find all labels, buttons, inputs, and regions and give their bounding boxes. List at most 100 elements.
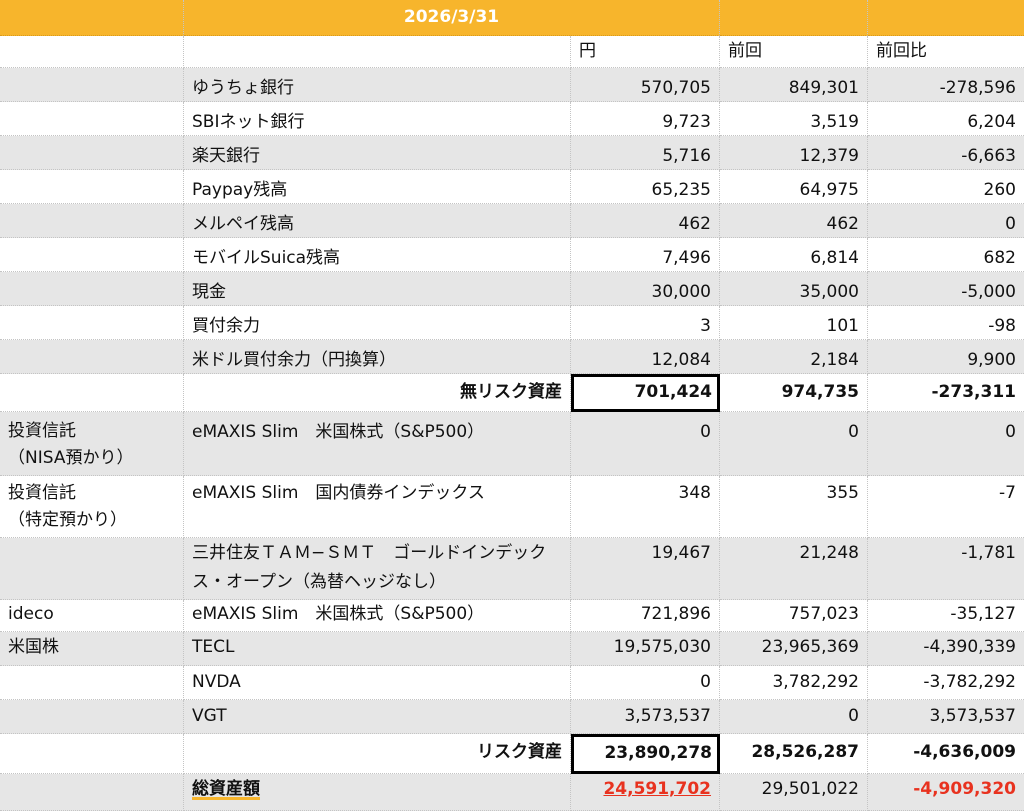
category-cell[interactable] <box>0 136 184 170</box>
name-cell[interactable]: リスク資産 <box>184 734 571 774</box>
prev-cell[interactable]: 101 <box>720 306 868 340</box>
prev-cell[interactable]: 462 <box>720 204 868 238</box>
column-header-yen[interactable]: 円 <box>571 36 720 68</box>
header-cell-date[interactable]: 2026/3/31 <box>184 0 720 36</box>
diff-cell[interactable]: -4,636,009 <box>868 734 1024 774</box>
prev-cell[interactable]: 64,975 <box>720 170 868 204</box>
prev-cell[interactable]: 355 <box>720 476 868 538</box>
yen-cell[interactable]: 3,573,537 <box>571 700 720 734</box>
name-cell[interactable]: 買付余力 <box>184 306 571 340</box>
name-cell[interactable]: メルペイ残高 <box>184 204 571 238</box>
prev-cell[interactable]: 0 <box>720 700 868 734</box>
category-cell[interactable] <box>0 68 184 102</box>
diff-cell[interactable]: -4,909,320 <box>868 774 1024 811</box>
name-cell[interactable]: Paypay残高 <box>184 170 571 204</box>
category-cell[interactable] <box>0 272 184 306</box>
yen-cell[interactable]: 0 <box>571 666 720 700</box>
prev-cell[interactable]: 0 <box>720 412 868 476</box>
yen-cell[interactable]: 12,084 <box>571 340 720 374</box>
yen-cell[interactable]: 65,235 <box>571 170 720 204</box>
category-cell[interactable] <box>0 774 184 811</box>
prev-cell[interactable]: 3,519 <box>720 102 868 136</box>
yen-cell[interactable]: 19,467 <box>571 538 720 600</box>
yen-cell[interactable]: 7,496 <box>571 238 720 272</box>
prev-cell[interactable]: 28,526,287 <box>720 734 868 774</box>
category-cell[interactable] <box>0 102 184 136</box>
header-cell-category[interactable] <box>0 0 184 36</box>
name-cell[interactable]: モバイルSuica残高 <box>184 238 571 272</box>
category-cell[interactable] <box>0 700 184 734</box>
category-cell[interactable] <box>0 238 184 272</box>
diff-cell[interactable]: -6,663 <box>868 136 1024 170</box>
category-cell[interactable] <box>0 306 184 340</box>
name-cell[interactable]: TECL <box>184 632 571 666</box>
diff-cell[interactable]: -98 <box>868 306 1024 340</box>
prev-cell[interactable]: 757,023 <box>720 600 868 632</box>
category-cell[interactable] <box>0 734 184 774</box>
category-cell[interactable] <box>0 340 184 374</box>
name-cell[interactable]: SBIネット銀行 <box>184 102 571 136</box>
diff-cell[interactable]: 0 <box>868 412 1024 476</box>
yen-cell[interactable]: 9,723 <box>571 102 720 136</box>
yen-cell[interactable]: 0 <box>571 412 720 476</box>
name-cell[interactable]: 現金 <box>184 272 571 306</box>
category-cell[interactable] <box>0 374 184 412</box>
yen-cell[interactable]: 348 <box>571 476 720 538</box>
name-cell[interactable]: 米ドル買付余力（円換算） <box>184 340 571 374</box>
name-cell[interactable]: eMAXIS Slim 国内債券インデックス <box>184 476 571 538</box>
category-cell[interactable]: 投資信託 （特定預かり） <box>0 476 184 538</box>
category-cell[interactable] <box>0 204 184 238</box>
diff-cell[interactable]: 0 <box>868 204 1024 238</box>
yen-cell[interactable]: 19,575,030 <box>571 632 720 666</box>
diff-cell[interactable]: -1,781 <box>868 538 1024 600</box>
diff-cell[interactable]: 6,204 <box>868 102 1024 136</box>
yen-cell[interactable]: 5,716 <box>571 136 720 170</box>
prev-cell[interactable]: 3,782,292 <box>720 666 868 700</box>
diff-cell[interactable]: 3,573,537 <box>868 700 1024 734</box>
diff-cell[interactable]: 9,900 <box>868 340 1024 374</box>
yen-cell[interactable]: 24,591,702 <box>571 774 720 811</box>
name-cell[interactable]: eMAXIS Slim 米国株式（S&P500） <box>184 600 571 632</box>
prev-cell[interactable]: 849,301 <box>720 68 868 102</box>
category-cell[interactable]: 米国株 <box>0 632 184 666</box>
category-cell[interactable] <box>0 170 184 204</box>
diff-cell[interactable]: -5,000 <box>868 272 1024 306</box>
name-cell[interactable]: ゆうちょ銀行 <box>184 68 571 102</box>
yen-cell-selected[interactable]: 701,424 <box>571 374 720 412</box>
yen-cell[interactable]: 570,705 <box>571 68 720 102</box>
name-cell[interactable]: eMAXIS Slim 米国株式（S&P500） <box>184 412 571 476</box>
yen-cell[interactable]: 30,000 <box>571 272 720 306</box>
name-cell[interactable]: VGT <box>184 700 571 734</box>
diff-cell[interactable]: -278,596 <box>868 68 1024 102</box>
category-cell[interactable]: ideco <box>0 600 184 632</box>
yen-cell[interactable]: 3 <box>571 306 720 340</box>
diff-cell[interactable]: -35,127 <box>868 600 1024 632</box>
prev-cell[interactable]: 29,501,022 <box>720 774 868 811</box>
diff-cell[interactable]: -3,782,292 <box>868 666 1024 700</box>
column-header-cell[interactable] <box>184 36 571 68</box>
name-cell[interactable]: 総資産額 <box>184 774 571 811</box>
prev-cell[interactable]: 23,965,369 <box>720 632 868 666</box>
prev-cell[interactable]: 35,000 <box>720 272 868 306</box>
column-header-diff[interactable]: 前回比 <box>868 36 1024 68</box>
yen-cell[interactable]: 462 <box>571 204 720 238</box>
diff-cell[interactable]: 260 <box>868 170 1024 204</box>
header-cell-diff[interactable] <box>868 0 1024 36</box>
prev-cell[interactable]: 12,379 <box>720 136 868 170</box>
prev-cell[interactable]: 6,814 <box>720 238 868 272</box>
name-cell[interactable]: 無リスク資産 <box>184 374 571 412</box>
diff-cell[interactable]: 682 <box>868 238 1024 272</box>
prev-cell[interactable]: 21,248 <box>720 538 868 600</box>
column-header-previous[interactable]: 前回 <box>720 36 868 68</box>
category-cell[interactable] <box>0 538 184 600</box>
category-cell[interactable]: 投資信託 （NISA預かり） <box>0 412 184 476</box>
column-header-cell[interactable] <box>0 36 184 68</box>
name-cell[interactable]: 三井住友ＴＡＭ−ＳＭＴ ゴールドインデックス・オープン（為替ヘッジなし） <box>184 538 571 600</box>
diff-cell[interactable]: -273,311 <box>868 374 1024 412</box>
name-cell[interactable]: 楽天銀行 <box>184 136 571 170</box>
yen-cell[interactable]: 721,896 <box>571 600 720 632</box>
diff-cell[interactable]: -7 <box>868 476 1024 538</box>
diff-cell[interactable]: -4,390,339 <box>868 632 1024 666</box>
name-cell[interactable]: NVDA <box>184 666 571 700</box>
prev-cell[interactable]: 974,735 <box>720 374 868 412</box>
